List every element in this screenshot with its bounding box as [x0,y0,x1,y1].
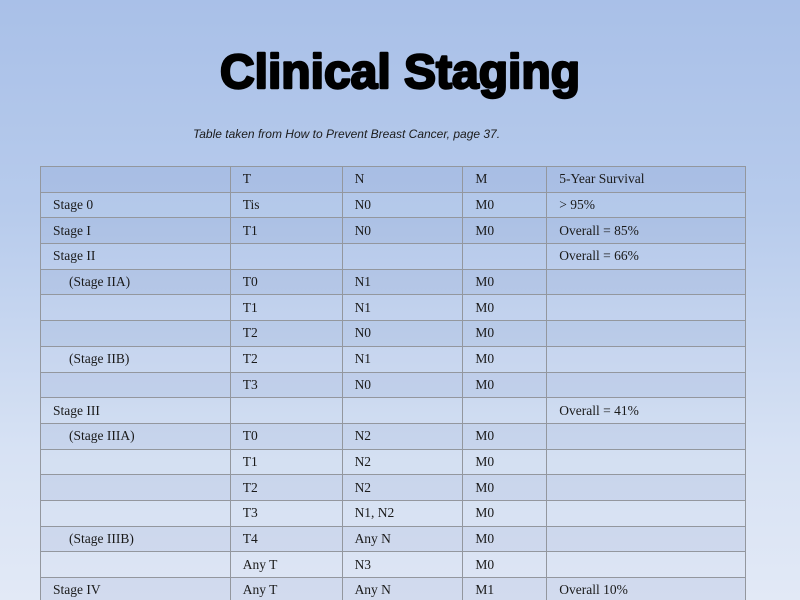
svg-text:Clinical Staging: Clinical Staging [220,46,580,99]
